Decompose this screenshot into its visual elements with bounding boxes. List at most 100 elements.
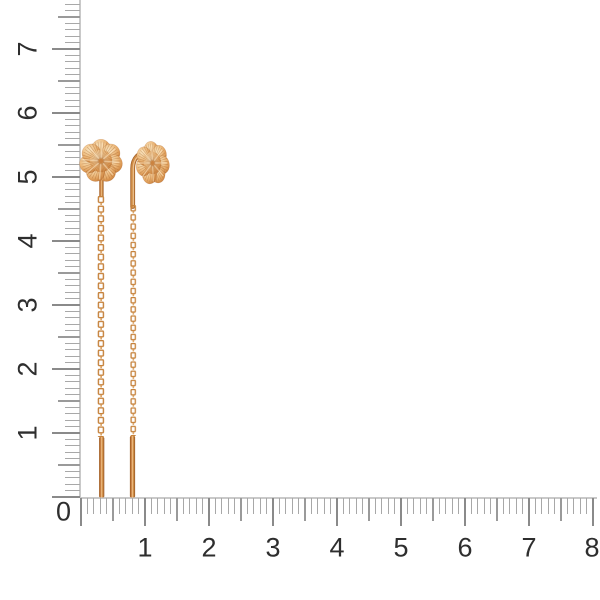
left-earring <box>78 138 124 498</box>
horizontal-ruler-tick <box>221 498 223 514</box>
vertical-ruler-tick <box>64 490 80 492</box>
vertical-ruler-tick <box>64 93 80 95</box>
vertical-ruler-tick <box>58 16 80 18</box>
vertical-ruler-tick <box>64 29 80 31</box>
horizontal-ruler-tick <box>541 498 543 514</box>
horizontal-ruler-tick <box>189 498 191 514</box>
vertical-ruler-tick <box>64 413 80 415</box>
horizontal-ruler-tick <box>490 498 492 514</box>
horizontal-ruler-tick <box>477 498 479 514</box>
horizontal-ruler-tick <box>298 498 300 514</box>
horizontal-ruler-tick <box>374 498 376 514</box>
vertical-ruler-tick <box>64 35 80 37</box>
vertical-ruler-tick <box>64 170 80 172</box>
vertical-ruler-tick <box>64 330 80 332</box>
vertical-ruler-tick <box>64 163 80 165</box>
vertical-ruler-tick <box>64 246 80 248</box>
vertical-ruler-tick <box>52 176 80 178</box>
vertical-ruler-tick <box>64 22 80 24</box>
horizontal-ruler-label: 1 <box>137 532 153 563</box>
vertical-ruler-tick <box>64 470 80 472</box>
horizontal-ruler-label: 5 <box>393 532 409 563</box>
horizontal-ruler-tick <box>483 498 485 514</box>
horizontal-ruler-tick <box>515 498 517 514</box>
vertical-ruler-tick <box>64 234 80 236</box>
horizontal-ruler-tick <box>227 498 229 514</box>
vertical-ruler-tick <box>52 112 80 114</box>
horizontal-ruler-tick <box>349 498 351 514</box>
vertical-ruler-tick <box>64 406 80 408</box>
vertical-ruler-tick <box>64 291 80 293</box>
horizontal-ruler-tick <box>502 498 504 514</box>
horizontal-ruler-tick <box>176 498 178 521</box>
left-earring-flower <box>78 138 124 183</box>
horizontal-ruler-tick <box>438 498 440 514</box>
vertical-ruler-tick <box>64 195 80 197</box>
horizontal-ruler-tick <box>368 498 370 521</box>
horizontal-ruler-tick <box>534 498 536 514</box>
horizontal-ruler-tick <box>304 498 306 521</box>
vertical-ruler-tick <box>64 298 80 300</box>
vertical-ruler-tick <box>58 80 80 82</box>
horizontal-ruler-tick <box>470 498 472 514</box>
vertical-ruler-tick <box>64 477 80 479</box>
vertical-ruler-tick <box>64 266 80 268</box>
horizontal-ruler-tick <box>509 498 511 514</box>
vertical-ruler-tick <box>64 394 80 396</box>
horizontal-ruler-label: 3 <box>265 532 281 563</box>
horizontal-ruler-tick <box>528 498 530 526</box>
horizontal-ruler-tick <box>195 498 197 514</box>
horizontal-ruler-tick <box>144 498 146 526</box>
vertical-ruler-tick <box>64 118 80 120</box>
vertical-ruler-tick <box>64 54 80 56</box>
vertical-ruler-tick <box>64 259 80 261</box>
vertical-ruler-tick <box>52 304 80 306</box>
horizontal-ruler-tick <box>99 498 101 514</box>
horizontal-ruler-tick <box>445 498 447 514</box>
vertical-ruler-tick <box>64 125 80 127</box>
horizontal-ruler-tick <box>266 498 268 514</box>
vertical-ruler-tick <box>64 381 80 383</box>
vertical-ruler-tick <box>52 432 80 434</box>
vertical-ruler-tick <box>64 221 80 223</box>
horizontal-ruler-baseline <box>81 497 597 499</box>
horizontal-ruler-tick <box>163 498 165 514</box>
horizontal-ruler-tick <box>323 498 325 514</box>
left-earring-chain <box>97 196 105 437</box>
horizontal-ruler-tick <box>214 498 216 514</box>
right-earring-chain <box>130 205 137 436</box>
vertical-ruler-tick <box>64 310 80 312</box>
horizontal-ruler-tick <box>566 498 568 514</box>
vertical-ruler-tick <box>64 362 80 364</box>
horizontal-ruler-tick <box>234 498 236 514</box>
horizontal-ruler-tick <box>310 498 312 514</box>
horizontal-ruler-tick <box>592 498 594 526</box>
horizontal-ruler-tick <box>278 498 280 514</box>
horizontal-ruler-label: 4 <box>329 532 345 563</box>
horizontal-ruler-tick <box>387 498 389 514</box>
vertical-ruler-tick <box>64 458 80 460</box>
vertical-ruler-tick <box>64 42 80 44</box>
horizontal-ruler-tick <box>285 498 287 514</box>
horizontal-ruler-tick <box>118 498 120 514</box>
horizontal-ruler-tick <box>208 498 210 526</box>
vertical-ruler-tick <box>64 67 80 69</box>
horizontal-ruler-tick <box>413 498 415 514</box>
horizontal-ruler-tick <box>202 498 204 514</box>
horizontal-ruler-tick <box>362 498 364 514</box>
vertical-ruler-tick <box>64 189 80 191</box>
horizontal-ruler-tick <box>170 498 172 514</box>
horizontal-ruler-tick <box>381 498 383 514</box>
horizontal-ruler-tick <box>432 498 434 521</box>
right-earring <box>129 138 172 498</box>
vertical-ruler-tick <box>64 445 80 447</box>
right-earring-flower <box>132 138 172 186</box>
horizontal-ruler-tick <box>150 498 152 514</box>
vertical-ruler-tick <box>64 131 80 133</box>
horizontal-ruler-tick <box>317 498 319 514</box>
vertical-ruler-tick <box>64 374 80 376</box>
vertical-ruler-tick <box>64 61 80 63</box>
horizontal-ruler-tick <box>106 498 108 514</box>
